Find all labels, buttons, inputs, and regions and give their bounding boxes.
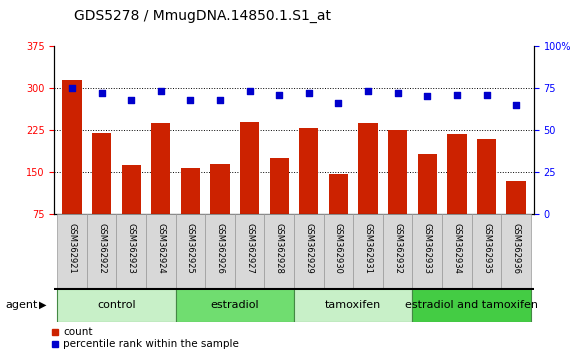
Bar xyxy=(87,214,116,289)
Bar xyxy=(92,133,111,214)
Point xyxy=(452,92,461,98)
Legend: count, percentile rank within the sample: count, percentile rank within the sample xyxy=(51,327,239,349)
Point xyxy=(334,101,343,106)
Bar xyxy=(477,138,496,214)
Bar xyxy=(324,214,353,289)
Bar xyxy=(501,214,531,289)
Bar xyxy=(329,174,348,214)
Bar xyxy=(294,214,324,289)
Bar xyxy=(235,214,264,289)
Bar xyxy=(151,123,171,214)
Text: GSM362935: GSM362935 xyxy=(482,223,491,274)
Text: GDS5278 / MmugDNA.14850.1.S1_at: GDS5278 / MmugDNA.14850.1.S1_at xyxy=(74,9,331,23)
Text: GSM362925: GSM362925 xyxy=(186,223,195,274)
Point xyxy=(67,85,77,91)
Text: GSM362932: GSM362932 xyxy=(393,223,402,274)
Bar xyxy=(472,214,501,289)
Bar xyxy=(299,129,319,214)
Point xyxy=(304,90,313,96)
Bar xyxy=(412,289,531,322)
Bar xyxy=(57,289,176,322)
Text: GSM362928: GSM362928 xyxy=(275,223,284,274)
Text: estradiol and tamoxifen: estradiol and tamoxifen xyxy=(405,300,538,310)
Bar xyxy=(181,168,200,214)
Bar xyxy=(383,214,412,289)
Text: GSM362933: GSM362933 xyxy=(423,223,432,274)
Bar xyxy=(412,214,442,289)
Bar xyxy=(353,214,383,289)
Point xyxy=(512,102,521,108)
Text: GSM362929: GSM362929 xyxy=(304,223,313,274)
Text: GSM362931: GSM362931 xyxy=(364,223,373,274)
Point xyxy=(423,93,432,99)
Bar xyxy=(116,214,146,289)
Text: GSM362921: GSM362921 xyxy=(67,223,77,274)
Text: ▶: ▶ xyxy=(39,300,46,310)
Point xyxy=(186,97,195,103)
Bar xyxy=(211,164,230,214)
Point xyxy=(245,88,254,94)
Bar xyxy=(146,214,176,289)
Bar xyxy=(442,214,472,289)
Bar xyxy=(62,80,82,214)
Text: agent: agent xyxy=(6,300,38,310)
Point xyxy=(393,90,402,96)
Bar xyxy=(205,214,235,289)
Bar xyxy=(417,154,437,214)
Bar xyxy=(264,214,294,289)
Bar xyxy=(240,122,259,214)
Point xyxy=(364,88,373,94)
Point xyxy=(156,88,166,94)
Bar xyxy=(270,158,289,214)
Bar xyxy=(359,123,377,214)
Point xyxy=(482,92,491,98)
Text: GSM362934: GSM362934 xyxy=(452,223,461,274)
Bar xyxy=(447,134,467,214)
Text: GSM362930: GSM362930 xyxy=(334,223,343,274)
Bar xyxy=(176,289,294,322)
Text: GSM362924: GSM362924 xyxy=(156,223,166,274)
Text: estradiol: estradiol xyxy=(211,300,259,310)
Bar xyxy=(122,165,141,214)
Text: control: control xyxy=(97,300,136,310)
Text: tamoxifen: tamoxifen xyxy=(325,300,381,310)
Point xyxy=(275,92,284,98)
Point xyxy=(127,97,136,103)
Text: GSM362922: GSM362922 xyxy=(97,223,106,274)
Bar xyxy=(57,214,87,289)
Bar xyxy=(294,289,412,322)
Text: GSM362936: GSM362936 xyxy=(512,223,521,274)
Point xyxy=(215,97,224,103)
Text: GSM362926: GSM362926 xyxy=(215,223,224,274)
Point xyxy=(97,90,106,96)
Bar xyxy=(388,130,407,214)
Bar xyxy=(506,181,526,214)
Bar xyxy=(176,214,205,289)
Text: GSM362923: GSM362923 xyxy=(127,223,136,274)
Text: GSM362927: GSM362927 xyxy=(245,223,254,274)
